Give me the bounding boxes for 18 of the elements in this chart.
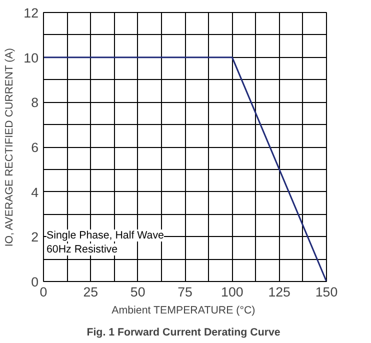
x-tick-label: 50 <box>130 284 146 300</box>
text: Fig. 1 Forward Current Derating Curve <box>86 326 280 338</box>
x-tick-label: 150 <box>315 284 338 300</box>
annotation: Single Phase, Half Wave <box>46 230 164 242</box>
y-tick-label: 6 <box>31 140 39 155</box>
x-tick-label: 25 <box>83 284 98 300</box>
x-tick-label: 100 <box>221 284 244 300</box>
annotation: 60Hz Resistive <box>46 244 118 256</box>
y-tick-label: 2 <box>31 230 39 245</box>
y-tick-label: 4 <box>31 184 40 200</box>
x-tick-label: 75 <box>178 284 192 300</box>
x-tick-label: 125 <box>268 284 290 300</box>
y-axis-title: IO, AVERAGE RECTIFIED CURRENT (A) <box>4 48 16 247</box>
y-tick-label: 8 <box>31 95 39 110</box>
y-tick-label: 0 <box>31 274 39 290</box>
y-tick-label: 10 <box>24 50 39 66</box>
y-tick-label: 12 <box>24 6 39 20</box>
x-axis-title: Ambient TEMPERATURE (°C) <box>112 304 256 316</box>
